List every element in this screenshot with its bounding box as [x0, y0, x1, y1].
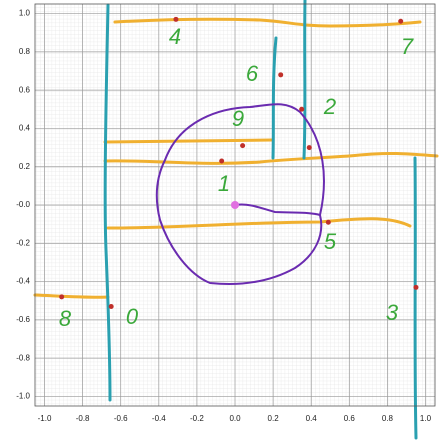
purple-loop — [155, 103, 325, 285]
orange-stroke — [113, 17, 422, 28]
point — [219, 158, 225, 164]
x-tick-label: -1.0 — [38, 414, 52, 423]
y-tick-label: 1.0 — [19, 9, 31, 18]
handwritten-number: 2 — [323, 94, 336, 119]
handwritten-number: 9 — [232, 106, 244, 131]
teal-stroke — [413, 156, 418, 440]
handwritten-number: 1 — [218, 171, 230, 196]
handwritten-number: 4 — [169, 24, 181, 49]
teal-stroke — [271, 36, 278, 160]
x-tick-label: -0.8 — [76, 414, 90, 423]
y-tick-label: -1.0 — [16, 392, 30, 401]
teal-stroke — [103, 3, 112, 402]
point — [278, 72, 284, 78]
handwritten-number: 3 — [386, 300, 399, 325]
point — [173, 16, 179, 22]
point — [413, 284, 419, 290]
handwritten-number: 0 — [126, 304, 139, 329]
orange-stroke — [33, 293, 110, 299]
handwritten-number: 5 — [324, 229, 337, 254]
drawing — [33, 0, 439, 440]
y-tick-label: -0.8 — [16, 353, 30, 362]
point — [108, 303, 114, 309]
point — [59, 294, 65, 300]
teal-stroke — [302, 0, 307, 160]
y-tick-label: 0.6 — [19, 85, 31, 94]
orange-stroke — [103, 151, 439, 165]
x-tick-label: 0.4 — [306, 414, 318, 423]
point — [299, 106, 305, 112]
purple-tail — [234, 203, 321, 216]
x-tick-label: -0.2 — [190, 414, 204, 423]
y-tick-label: -0.6 — [16, 315, 30, 324]
orange-stroke — [103, 138, 274, 144]
x-tick-label: 0.8 — [382, 414, 394, 423]
x-tick-label: 0.2 — [268, 414, 280, 423]
y-tick-label: -0.4 — [16, 277, 30, 286]
point — [306, 145, 312, 151]
x-tick-label: 0.0 — [229, 414, 241, 423]
point — [398, 18, 404, 24]
handwritten-number: 8 — [59, 306, 72, 331]
frame — [34, 3, 436, 407]
grid — [35, 4, 435, 406]
x-tick-label: -0.6 — [114, 414, 128, 423]
handwritten-number: 6 — [246, 61, 259, 86]
handwritten-number: 7 — [401, 34, 414, 59]
point — [231, 201, 239, 209]
y-tick-label: 0.8 — [19, 47, 31, 56]
x-tick-label: -0.4 — [152, 414, 166, 423]
y-tick-label: -0.2 — [16, 238, 30, 247]
y-tick-label: 0.4 — [19, 124, 31, 133]
point — [325, 219, 331, 225]
y-tick-label: 0.2 — [19, 162, 31, 171]
x-tick-label: 0.6 — [344, 414, 356, 423]
x-tick-label: 1.0 — [420, 414, 432, 423]
y-tick-label: -0.0 — [16, 200, 30, 209]
point — [240, 143, 246, 149]
